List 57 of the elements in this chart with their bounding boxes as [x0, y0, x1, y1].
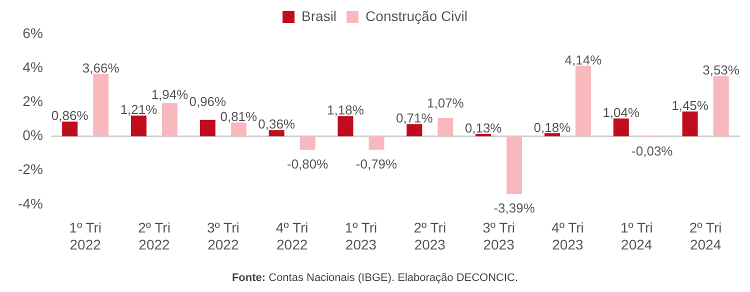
- bar: [368, 136, 384, 150]
- x-tick-label: 2º Tri 2024: [689, 220, 722, 252]
- data-label: 0,36%: [258, 116, 296, 132]
- data-label: 0,71%: [396, 110, 434, 126]
- bar: [300, 136, 316, 150]
- data-label: 0,96%: [189, 94, 227, 110]
- x-tick-label: 1º Tri 2022: [69, 220, 102, 252]
- x-tick-label: 4º Tri 2023: [552, 220, 584, 252]
- y-tick-label: 6%: [22, 24, 43, 41]
- bar: [438, 118, 454, 136]
- bar: [406, 124, 422, 136]
- x-tick-label: 2º Tri 2022: [138, 220, 170, 252]
- bar: [544, 133, 560, 136]
- bar: [338, 116, 354, 136]
- data-label: 0,86%: [51, 108, 89, 124]
- bar: [131, 116, 147, 136]
- y-tick-label: -2%: [18, 161, 43, 178]
- data-label: 1,21%: [120, 102, 158, 118]
- data-label: -0,80%: [286, 156, 329, 172]
- bar: [506, 136, 522, 194]
- data-label: 3,66%: [82, 60, 120, 76]
- data-label: 1,07%: [426, 96, 464, 111]
- legend-label: Construção Civil: [366, 8, 468, 24]
- bar: [682, 112, 698, 136]
- x-tick-label: 3º Tri 2022: [207, 220, 240, 252]
- data-label: 1,18%: [327, 102, 364, 118]
- bar: [62, 122, 78, 136]
- bar: [230, 122, 246, 136]
- data-label: 0,13%: [464, 120, 502, 136]
- bar: [162, 103, 178, 136]
- y-tick-label: 2%: [22, 93, 43, 110]
- legend-label: Brasil: [302, 8, 337, 24]
- bar: [575, 66, 591, 136]
- bar: [268, 130, 284, 136]
- y-tick-label: -4%: [18, 195, 43, 212]
- bar: [93, 74, 109, 136]
- x-tick-label: 1º Tri 2023: [344, 220, 378, 252]
- data-label: 1,04%: [602, 105, 640, 120]
- data-label: 0,81%: [220, 109, 258, 124]
- data-label: 0,18%: [534, 120, 572, 135]
- y-tick-label: 4%: [22, 58, 43, 75]
- bar: [613, 118, 629, 136]
- bar: [200, 120, 216, 136]
- data-label: -3,39%: [494, 200, 536, 216]
- x-tick-label: 3º Tri 2023: [482, 220, 515, 252]
- data-label: 3,53%: [702, 62, 740, 78]
- bar: [713, 76, 729, 136]
- x-tick-label: 2º Tri 2023: [414, 220, 446, 252]
- data-label: -0,03%: [632, 143, 674, 158]
- source-note: Fonte: Contas Nacionais (IBGE). Elaboração DECONCIC.: [230, 272, 520, 284]
- data-label: 1,94%: [151, 87, 189, 102]
- x-tick-label: 4º Tri 2022: [276, 220, 308, 252]
- data-label: 1,45%: [672, 98, 709, 114]
- x-tick-label: 1º Tri 2024: [620, 220, 653, 252]
- data-label: 4,14%: [564, 52, 602, 68]
- y-tick-label: 0%: [22, 127, 43, 144]
- data-label: -0,79%: [356, 156, 398, 172]
